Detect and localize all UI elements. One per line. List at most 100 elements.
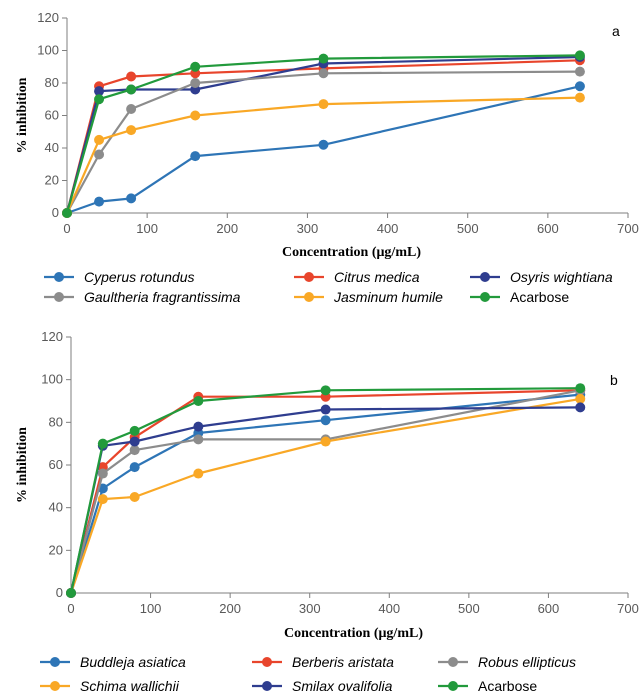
data-point — [318, 99, 329, 110]
data-point — [318, 68, 329, 79]
y-tick-label: 40 — [45, 140, 59, 155]
legend-item: Gaultheria fragrantissima — [44, 289, 241, 305]
data-point — [193, 396, 204, 406]
data-point — [126, 84, 137, 95]
legend-marker-swatch — [54, 272, 64, 282]
data-point — [129, 425, 140, 436]
data-point — [126, 125, 137, 136]
chart-panel-b: 0 20 40 60 80 100 120 0 100 200 300 400 500 600 700 Con… — [15, 329, 639, 694]
data-point — [126, 104, 137, 114]
y-tick-label: 0 — [52, 205, 59, 220]
data-point — [318, 139, 329, 150]
data-point — [190, 110, 201, 121]
x-tick-label: 600 — [537, 221, 559, 236]
data-point — [320, 404, 331, 415]
legend-label: Acarbose — [510, 289, 569, 305]
x-tick-label: 300 — [297, 221, 319, 236]
data-point — [126, 193, 137, 204]
legend-label: Berberis aristata — [292, 654, 394, 670]
x-tick-label: 0 — [63, 221, 70, 236]
legend-marker-swatch — [480, 272, 490, 282]
x-tick-label: 0 — [67, 601, 74, 616]
legend-marker-swatch — [54, 292, 64, 302]
series-line — [66, 85, 581, 215]
data-point — [574, 50, 585, 61]
y-tick-label: 80 — [45, 75, 59, 90]
x-axis-title: Concentration (μg/mL) — [284, 626, 423, 641]
legend-label: Acarbose — [478, 678, 537, 694]
data-point — [320, 415, 331, 426]
legend: Buddleja asiatica Berberis aristata Robus … — [40, 654, 576, 694]
data-point — [190, 151, 201, 162]
data-point — [94, 134, 105, 145]
chart-panel-a: 0 20 40 60 80 100 120 0 100 200 300 400 500 600 700 Con… — [15, 10, 639, 305]
x-tick-label: 100 — [136, 221, 158, 236]
legend-item: Osyris wightiana — [470, 269, 613, 285]
legend-label: Gaultheria fragrantissima — [84, 289, 241, 305]
series-jasminum-humile — [62, 92, 585, 218]
data-point — [574, 81, 585, 92]
legend-item: Cyperus rotundus — [44, 269, 195, 285]
data-point — [94, 86, 105, 97]
legend-label: Cyperus rotundus — [84, 269, 195, 285]
legend-label: Buddleja asiatica — [80, 654, 186, 670]
series-acarbose — [66, 383, 586, 598]
series-line — [69, 397, 581, 594]
legend-item: Berberis aristata — [252, 654, 394, 670]
legend-label: Jasminum humile — [333, 289, 443, 305]
data-point — [97, 494, 108, 505]
legend-item: Acarbose — [438, 678, 537, 694]
legend-label: Smilax ovalifolia — [292, 678, 393, 694]
legend-item: Jasminum humile — [294, 289, 443, 305]
data-point — [575, 402, 586, 413]
data-point — [97, 468, 108, 479]
data-point — [97, 438, 108, 449]
y-tick-label: 60 — [45, 108, 59, 123]
x-tick-label: 600 — [538, 601, 560, 616]
legend-label: Robus ellipticus — [478, 654, 576, 670]
data-point — [320, 436, 331, 447]
y-tick-label: 100 — [41, 372, 63, 387]
data-point — [129, 445, 140, 456]
data-point — [320, 385, 331, 396]
data-point — [193, 421, 204, 432]
legend-item: Smilax ovalifolia — [252, 678, 393, 694]
series-line — [65, 54, 580, 214]
data-point — [66, 588, 76, 598]
legend-item: Citrus medica — [294, 269, 420, 285]
panel-label: b — [610, 372, 618, 388]
legend-marker-swatch — [304, 272, 314, 282]
y-tick-label: 60 — [49, 457, 63, 472]
series-line — [69, 387, 581, 594]
legend-marker-swatch — [304, 292, 314, 302]
series-acarbose — [62, 50, 585, 218]
data-point — [62, 208, 72, 218]
series-citrus-medica — [62, 55, 585, 218]
legend-marker-swatch — [448, 681, 458, 691]
legend-marker-swatch — [262, 681, 272, 691]
series-line — [69, 389, 581, 594]
data-point — [190, 61, 201, 72]
data-point — [318, 53, 329, 64]
data-point — [94, 196, 105, 207]
data-point — [94, 149, 105, 160]
x-tick-label: 100 — [140, 601, 162, 616]
data-point — [574, 92, 585, 103]
legend-label: Citrus medica — [334, 269, 420, 285]
legend-item: Acarbose — [470, 289, 569, 305]
legend-marker-swatch — [480, 292, 490, 302]
legend-item: Schima wallichii — [40, 678, 180, 694]
y-tick-label: 120 — [37, 10, 59, 25]
series-line — [65, 55, 580, 214]
x-axis-title: Concentration (μg/mL) — [282, 245, 421, 260]
legend: Cyperus rotundus Citrus medica Osyris wigh… — [44, 269, 613, 305]
y-tick-label: 80 — [49, 414, 63, 429]
data-point — [94, 94, 105, 105]
panel-label: a — [612, 23, 620, 39]
data-point — [193, 468, 204, 479]
y-tick-label: 100 — [37, 43, 59, 58]
series-line — [69, 393, 581, 594]
y-tick-label: 0 — [56, 585, 63, 600]
data-point — [126, 71, 137, 82]
